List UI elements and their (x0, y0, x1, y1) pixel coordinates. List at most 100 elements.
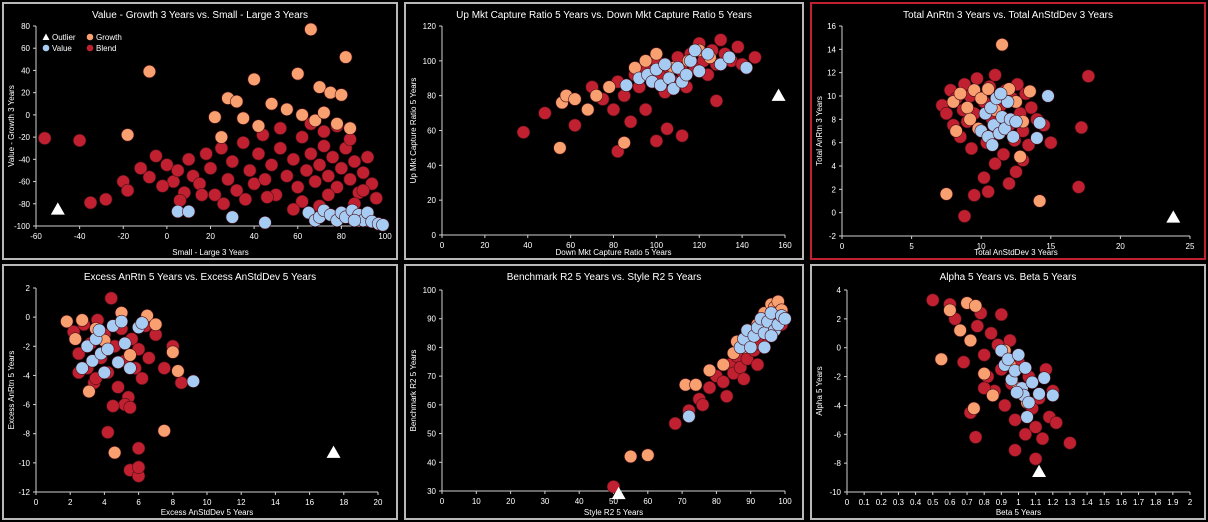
chart-1-blend-point (280, 169, 294, 183)
chart-2-growth-point (617, 136, 631, 150)
chart-6-blend-point (998, 398, 1012, 413)
chart-6-value-point (1046, 388, 1060, 402)
chart-4-x-tick-label: 20 (374, 498, 383, 507)
chart-1-blend-point (326, 150, 340, 164)
chart-3-blend-point (1074, 120, 1089, 135)
chart-2-value-point (658, 57, 672, 71)
chart-5-y-tick-label: 100 (423, 286, 437, 295)
chart-6-y-tick-label: -6 (834, 430, 842, 439)
chart-1-growth-point (142, 64, 157, 79)
chart-3-blend-point (981, 185, 995, 199)
chart-6-growth-point (986, 388, 1000, 402)
chart-6-x-tick-label: 1.7 (1133, 498, 1145, 507)
chart-1-blend-point (317, 139, 331, 153)
chart-5-x-tick-label: 30 (540, 497, 549, 506)
chart-3-y-axis-label: Total AnRtn 3 Years (815, 96, 824, 166)
chart-4-value-point (92, 323, 106, 337)
chart-1-blend-point (243, 163, 257, 178)
chart-5-x-axis-label: Style R2 5 Years (584, 508, 643, 517)
chart-6-value-point (1018, 361, 1032, 375)
chart-1-blend-point (304, 147, 318, 161)
chart-panel-6: Alpha 5 Years vs. Beta 5 Years 0 0.1 0.2 0.3… (810, 264, 1206, 520)
chart-5-blend-point (702, 381, 717, 395)
chart-3-growth-point (949, 124, 963, 138)
chart-4-blend-point (111, 380, 125, 394)
chart-1-blend-point (260, 190, 274, 204)
chart-1-x-tick-label: 100 (378, 232, 392, 241)
chart-5-blend-point (750, 358, 765, 372)
chart-6-y-tick-label: -10 (829, 488, 841, 497)
chart-3-y-tick-label: 16 (827, 22, 836, 31)
chart-4-growth-point (123, 348, 137, 362)
chart-2-x-tick-label: 160 (778, 241, 792, 250)
chart-5-x-tick-label: 70 (678, 497, 687, 506)
chart-3-y-tick-label: 14 (827, 45, 836, 54)
chart-1-blend-point (221, 172, 235, 186)
chart-4-y-tick-label: -2 (23, 342, 31, 351)
chart-1-blend-point (356, 166, 370, 180)
value-growth-vs-small-large-chart: Value - Growth 3 Years vs. Small - Large… (7, 10, 392, 257)
chart-3-value-point (994, 87, 1008, 101)
chart-4-blend-point (104, 291, 118, 305)
chart-3-blend-point (1044, 136, 1058, 150)
chart-6-x-tick-label: 0.4 (910, 498, 922, 507)
chart-3-outlier-marker (1166, 210, 1181, 223)
chart-3-growth-point (960, 101, 974, 115)
chart-1-growth-point (339, 50, 353, 64)
chart-2-value-point (714, 57, 728, 71)
chart-4-growth-point (75, 313, 89, 327)
chart-4-growth-point (82, 384, 96, 399)
chart-6-x-tick-label: 1.6 (1116, 498, 1128, 507)
chart-4-value-point (111, 355, 125, 369)
chart-5-growth-point (716, 358, 730, 372)
chart-1-blend-point (312, 158, 327, 172)
chart-5-value-point (682, 409, 696, 423)
chart-6-x-tick-label: 0.5 (927, 498, 939, 507)
chart-3-blend-point (996, 147, 1011, 161)
chart-5-y-axis-label: Benchmark R2 5 Years (409, 350, 418, 432)
chart-2-blend-point (568, 118, 582, 132)
chart-6-value-point (1010, 385, 1024, 400)
chart-3-x-tick-label: 0 (840, 242, 845, 251)
chart-3-growth-point (939, 187, 953, 201)
chart-3-y-tick-label: 2 (832, 185, 837, 194)
excess-return-vs-stddev-chart: Excess AnRtn 5 Years vs. Excess AnStdDev… (7, 272, 383, 517)
chart-6-blend-point (1008, 443, 1022, 457)
chart-3-growth-point (995, 38, 1009, 52)
chart-4-blend-point (174, 376, 188, 390)
chart-1-blend-point (236, 136, 250, 150)
chart-2-value-point (679, 68, 693, 82)
chart-4-growth-point (171, 364, 185, 378)
chart-1-blend-point (195, 188, 209, 202)
chart-3-value-point (985, 138, 999, 152)
chart-2-x-tick-label: 120 (693, 241, 707, 250)
chart-2-blend-point (748, 50, 762, 64)
chart-6-blend-point (994, 307, 1008, 322)
chart-1-value-point (225, 210, 239, 224)
chart-6-blend-point (1008, 413, 1022, 427)
chart-panel-1: Value - Growth 3 Years vs. Small - Large… (2, 2, 398, 260)
chart-2-value-point (688, 43, 702, 57)
chart-3-title: Total AnRtn 3 Years vs. Total AnStdDev 3… (903, 10, 1113, 21)
chart-1-blend-point (160, 158, 174, 172)
chart-1-blend-point (134, 161, 148, 175)
chart-1-blend-point (273, 121, 287, 135)
chart-4-y-tick-label: -12 (18, 488, 30, 497)
chart-5-blend-point (668, 416, 682, 431)
chart-6-y-tick-label: -4 (834, 401, 842, 410)
chart-1-growth-point (295, 108, 309, 122)
chart-1-growth-point (308, 113, 322, 128)
chart-5-value-point (757, 340, 772, 355)
chart-panel-4: Excess AnRtn 5 Years vs. Excess AnStdDev… (2, 264, 398, 520)
chart-2-blend-point (606, 102, 621, 117)
chart-1-blend-point (121, 183, 135, 198)
chart-3-x-tick-label: 10 (977, 242, 986, 251)
chart-4-y-tick-label: 0 (26, 313, 31, 322)
chart-1-blend-point (369, 191, 383, 205)
chart-2-value-point (671, 61, 685, 75)
chart-6-growth-point (969, 299, 983, 313)
chart-4-x-tick-label: 4 (102, 498, 107, 507)
chart-3-growth-point (981, 82, 995, 96)
chart-6-x-tick-label: 1.2 (1047, 498, 1059, 507)
chart-4-y-tick-label: 2 (26, 284, 31, 293)
